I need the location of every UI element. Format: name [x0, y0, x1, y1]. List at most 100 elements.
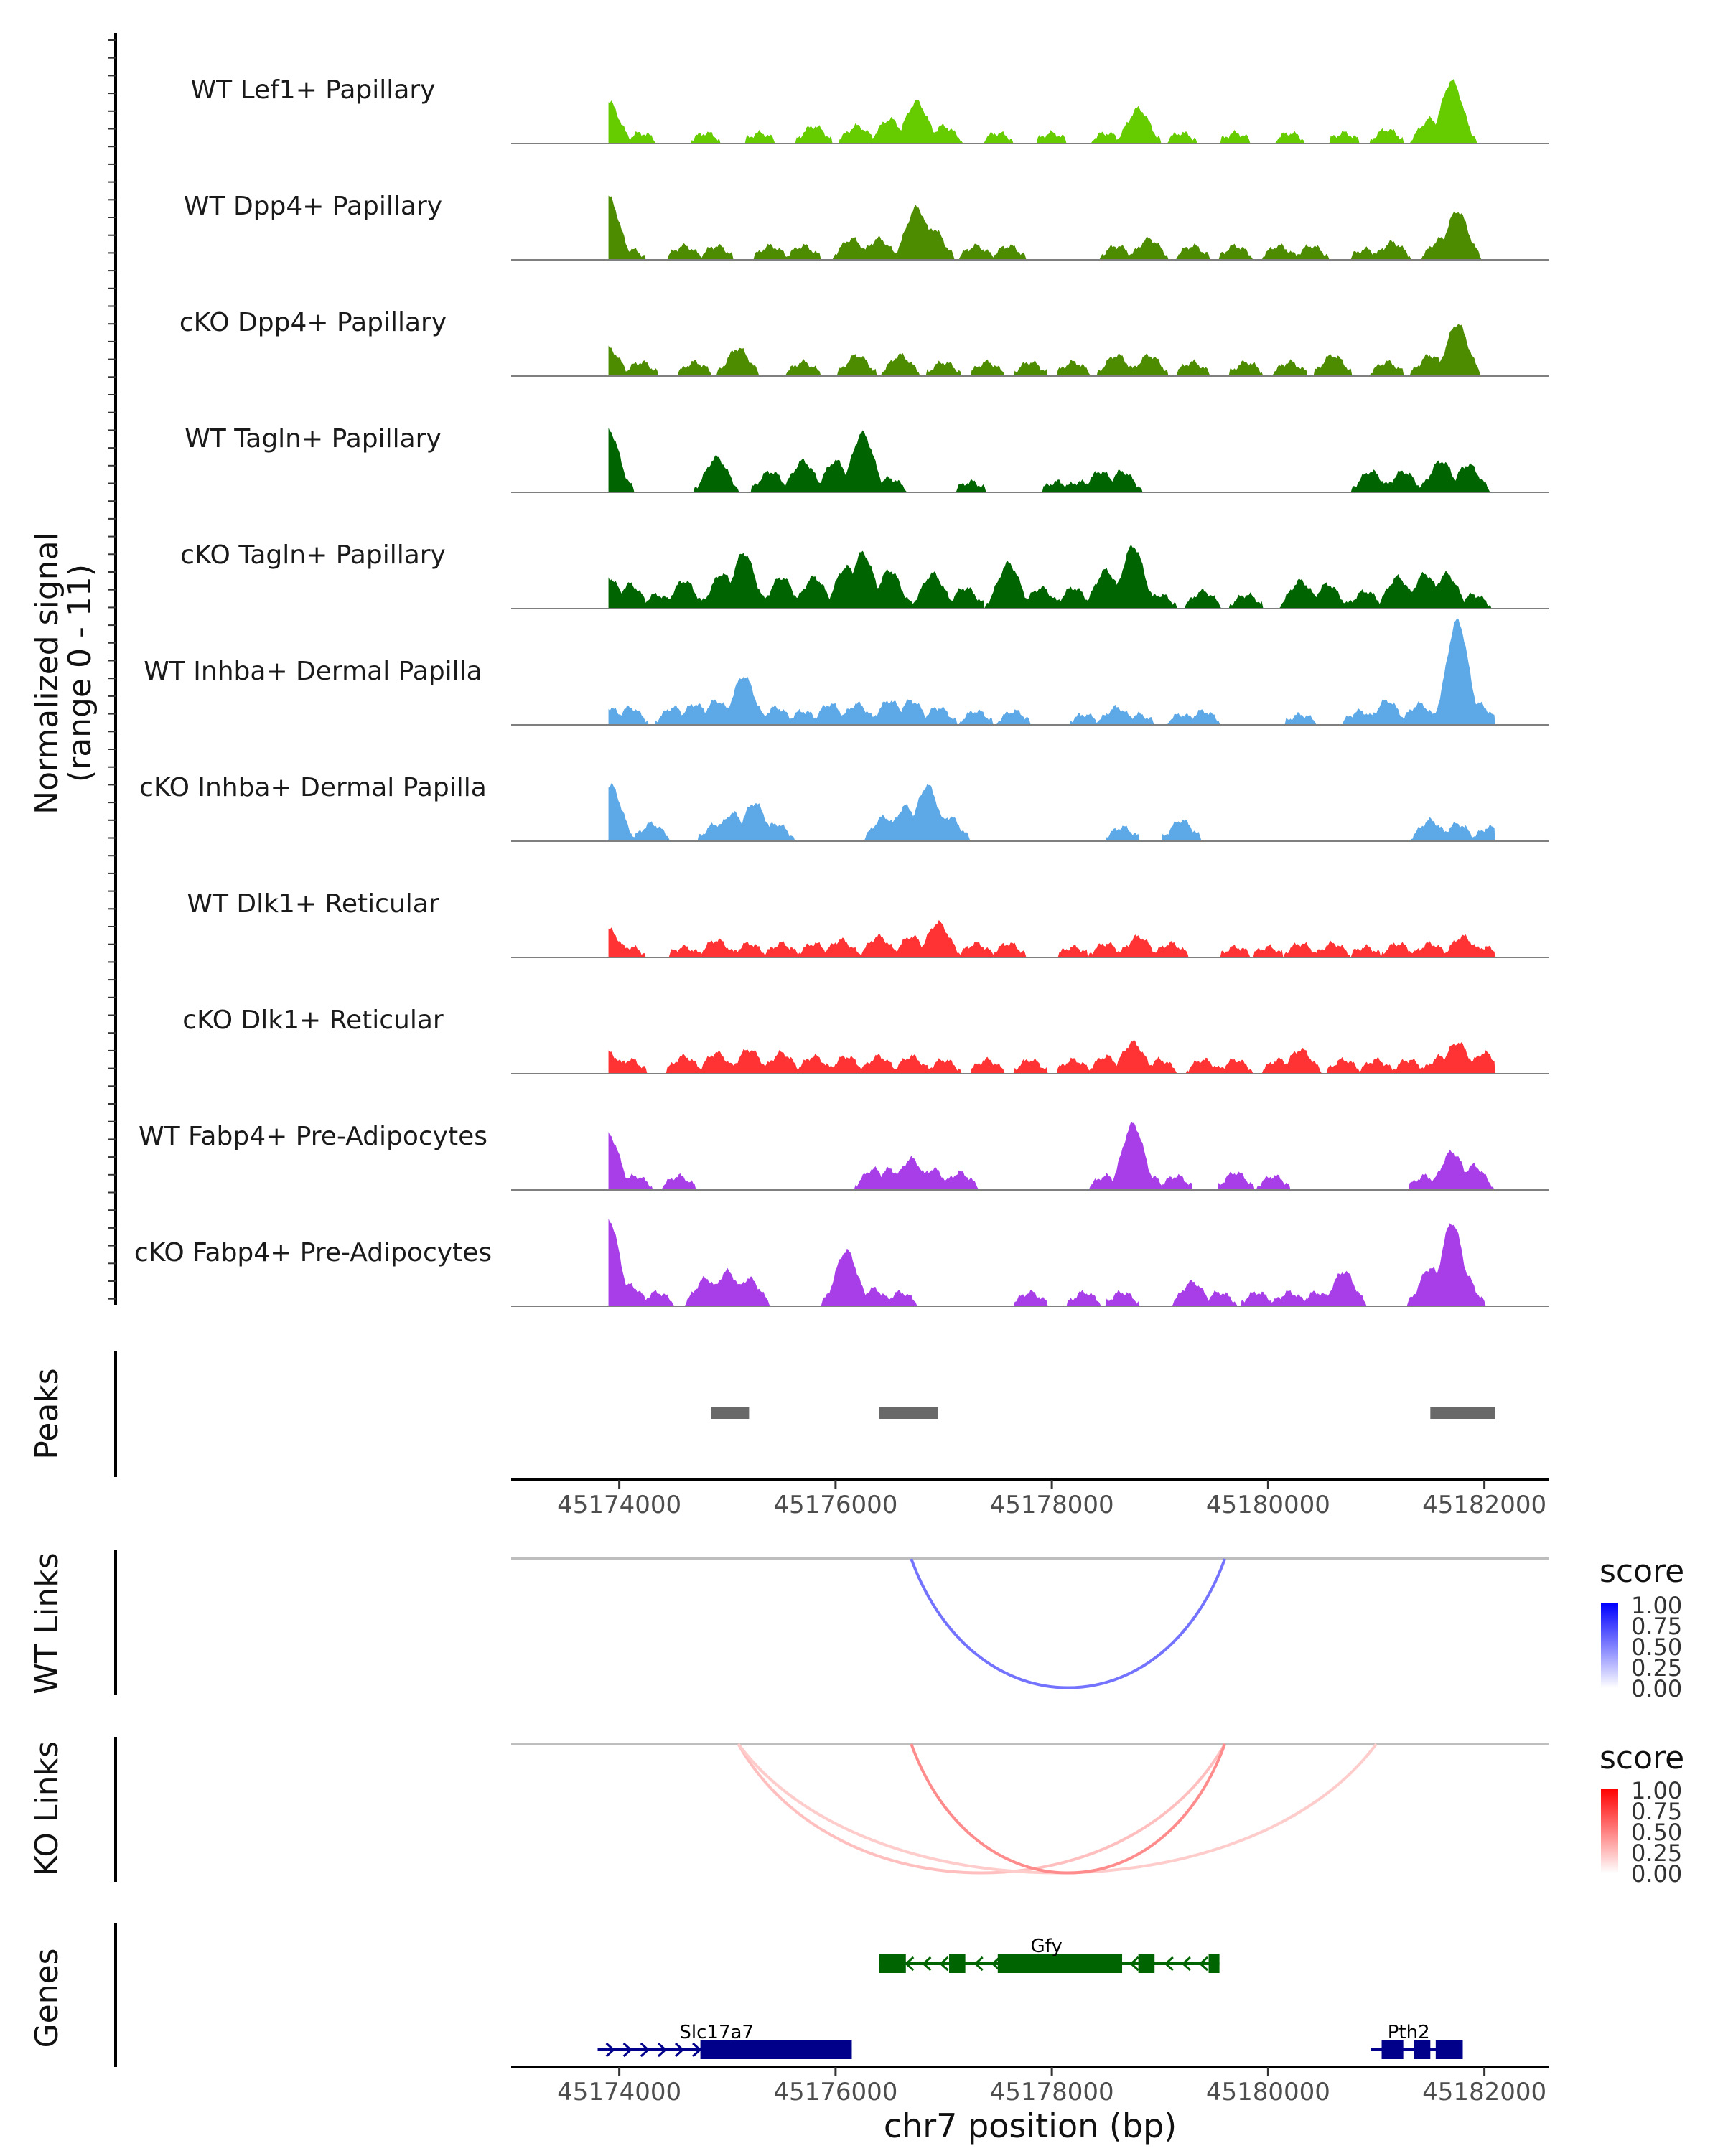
track-label: WT Dpp4+ Papillary	[184, 192, 442, 221]
wt-legend-colorbar	[1601, 1603, 1618, 1688]
ko-links-arcs	[737, 1743, 1378, 1875]
wt-legend-label: 0.25	[1631, 1654, 1682, 1682]
ko-legend-label: 0.00	[1631, 1860, 1682, 1888]
track-label: WT Fabp4+ Pre-Adipocytes	[139, 1122, 487, 1151]
link-arc	[910, 1558, 1227, 1689]
x-axis-tick-label: 45182000	[1422, 1491, 1546, 1519]
coverage-track: cKO Dpp4+ Papillary	[179, 308, 1549, 377]
gene-exon	[700, 2040, 852, 2059]
ko-links-panel-label: KO Links	[29, 1741, 65, 1876]
coverage-area	[608, 195, 1495, 260]
signal-axis-label-line1: Normalized signal	[29, 532, 65, 815]
x-axis-tick-label: 45176000	[773, 2078, 897, 2106]
coverage-track: WT Dlk1+ Reticular	[187, 889, 1549, 958]
coverage-track: cKO Inhba+ Dermal Papilla	[139, 773, 1549, 842]
gene-exon	[949, 1954, 966, 1973]
gene-exon	[997, 1954, 1123, 1973]
peaks-panel-label: Peaks	[29, 1368, 65, 1459]
track-label: WT Inhba+ Dermal Papilla	[144, 657, 482, 686]
coverage-track: WT Dpp4+ Papillary	[184, 192, 1549, 261]
x-axis-tick-label: 45174000	[557, 2078, 681, 2106]
x-axis-top: 45174000 45176000 45178000 45180000 45182000	[557, 1480, 1546, 1519]
strand-arrow	[674, 2042, 685, 2058]
gene-label: Slc17a7	[679, 2022, 754, 2043]
track-label: cKO Inhba+ Dermal Papilla	[139, 773, 487, 802]
wt-links-arcs	[910, 1558, 1227, 1689]
ko-links-legend: score 1.00 0.75 0.50 0.25 0.00	[1600, 1740, 1684, 1888]
coverage-track: WT Fabp4+ Pre-Adipocytes	[139, 1121, 1549, 1191]
gene-exon	[879, 1954, 906, 1973]
coverage-track: cKO Fabp4+ Pre-Adipocytes	[134, 1218, 1549, 1307]
wt-legend-title: score	[1600, 1553, 1684, 1590]
track-label: cKO Fabp4+ Pre-Adipocytes	[134, 1238, 492, 1267]
ko-legend-label: 0.25	[1631, 1839, 1682, 1867]
gene-exon	[1414, 2040, 1431, 2059]
strand-arrow	[1164, 1956, 1174, 1972]
ko-legend-label: 1.00	[1631, 1777, 1682, 1804]
gene-model: Slc17a7	[597, 2022, 852, 2059]
strand-arrow	[973, 1956, 984, 1972]
ko-legend-colorbar	[1601, 1789, 1618, 1873]
strand-arrow	[692, 2042, 702, 2058]
peak-interval	[879, 1407, 938, 1419]
coverage-area	[608, 324, 1495, 376]
gene-exon	[1435, 2040, 1463, 2059]
strand-arrow	[922, 1956, 932, 1972]
wt-legend-label: 0.75	[1631, 1613, 1682, 1640]
genes-panel-label: Genes	[29, 1948, 65, 2048]
gene-label: Pth2	[1388, 2022, 1430, 2043]
coverage-area	[608, 1121, 1495, 1190]
track-label: WT Dlk1+ Reticular	[187, 889, 439, 919]
x-axis-bottom: 45174000 45176000 45178000 45180000 45182000	[557, 2067, 1546, 2106]
signal-axis-label-line2: (range 0 - 11)	[62, 564, 98, 782]
coverage-area	[608, 618, 1495, 725]
track-label: WT Lef1+ Papillary	[191, 75, 436, 105]
ko-legend-title: score	[1600, 1740, 1684, 1776]
strand-arrow	[640, 2042, 650, 2058]
coverage-tracks: WT Lef1+ Papillary WT Dpp4+ Papillary cKO …	[134, 75, 1549, 1307]
gene-model: Pth2	[1371, 2022, 1463, 2059]
coverage-area	[608, 427, 1495, 492]
x-axis-tick-label: 45174000	[557, 1491, 681, 1519]
wt-links-legend: score 1.00 0.75 0.50 0.25 0.00	[1600, 1553, 1684, 1702]
strand-arrow	[991, 1956, 1001, 1972]
strand-arrow	[1129, 1956, 1139, 1972]
coverage-track: cKO Dlk1+ Reticular	[182, 1006, 1549, 1074]
peaks-intervals	[711, 1407, 1495, 1419]
strand-arrow	[1198, 1956, 1209, 1972]
x-axis-tick-label: 45180000	[1206, 2078, 1330, 2106]
peak-interval	[711, 1407, 750, 1419]
link-arc	[737, 1743, 1226, 1875]
strand-arrow	[939, 1956, 949, 1972]
track-label: cKO Dpp4+ Papillary	[179, 308, 447, 337]
coverage-area	[608, 783, 1495, 841]
x-axis-tick-label: 45182000	[1422, 2078, 1546, 2106]
gene-model: Gfy	[879, 1936, 1220, 1973]
gene-label: Gfy	[1030, 1936, 1062, 1957]
x-axis-tick-label: 45180000	[1206, 1491, 1330, 1519]
gene-models: Gfy Slc17a7 Pth2	[597, 1936, 1463, 2059]
coverage-area	[608, 920, 1495, 957]
coverage-track: WT Lef1+ Papillary	[191, 75, 1549, 144]
wt-legend-label: 1.00	[1631, 1592, 1682, 1619]
ko-legend-label: 0.75	[1631, 1798, 1682, 1825]
strand-arrow	[1181, 1956, 1191, 1972]
wt-legend-label: 0.00	[1631, 1675, 1682, 1702]
coverage-track: cKO Tagln+ Papillary	[180, 540, 1549, 609]
peak-interval	[1430, 1407, 1495, 1419]
gene-exon	[1381, 2040, 1404, 2059]
track-label: cKO Dlk1+ Reticular	[182, 1006, 444, 1035]
track-label: WT Tagln+ Papillary	[185, 424, 442, 454]
coverage-area	[608, 545, 1495, 609]
signal-y-axis-ticks	[108, 39, 116, 1300]
coverage-area	[608, 1218, 1495, 1306]
strand-arrow	[905, 1956, 915, 1972]
coverage-area	[608, 1039, 1495, 1074]
link-arc	[737, 1743, 1378, 1875]
x-axis-tick-label: 45178000	[990, 1491, 1114, 1519]
x-axis-tick-label: 45176000	[773, 1491, 897, 1519]
coverage-area	[608, 78, 1495, 144]
strand-arrow	[622, 2042, 632, 2058]
